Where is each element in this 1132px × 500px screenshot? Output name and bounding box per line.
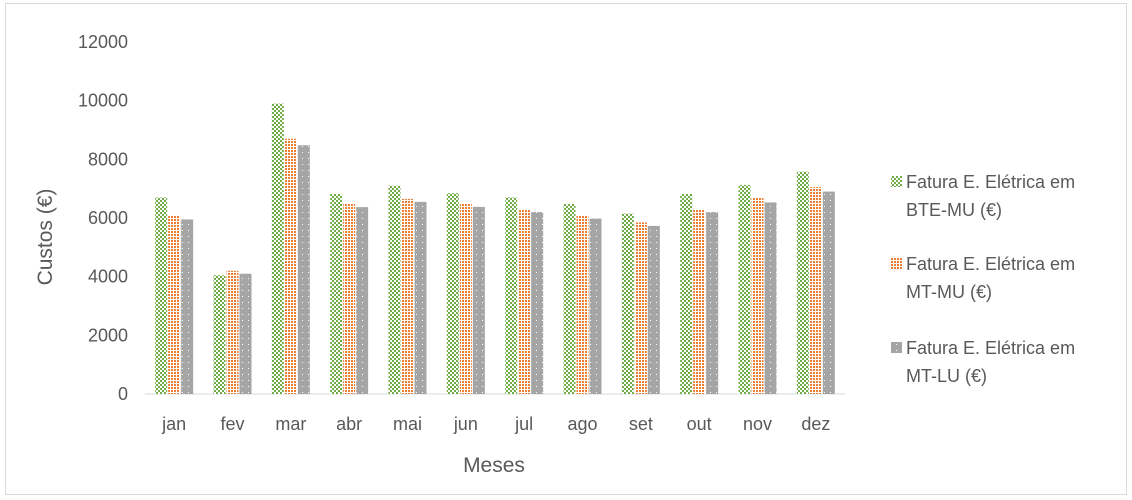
bar-(€)-jun	[472, 206, 485, 394]
bar-(€)-jul	[518, 209, 531, 394]
legend-label-line: BTE-MU (€)	[906, 200, 1002, 220]
legend-swatch	[891, 342, 902, 353]
x-tick-label: jan	[161, 414, 186, 434]
bar-(€)-fev	[213, 275, 226, 394]
legend-label: Fatura E. Elétrica em BTE-MU (€)	[906, 172, 1075, 220]
bar-(€)-jan	[181, 219, 194, 394]
bar-(€)-set	[621, 213, 634, 394]
bar-(€)-jul	[505, 197, 518, 394]
bar-(€)-jan	[155, 197, 168, 394]
bar-(€)-nov	[751, 198, 764, 394]
bar-(€)-fev	[226, 270, 239, 394]
x-tick-label: dez	[801, 414, 830, 434]
bars-group	[155, 103, 835, 394]
bar-(€)-mar	[271, 103, 284, 394]
bar-(€)-out	[680, 193, 693, 394]
bar-(€)-jan	[168, 215, 181, 394]
bar-(€)-jul	[531, 212, 544, 394]
bar-(€)-mai	[388, 185, 401, 394]
bar-(€)-jun	[446, 193, 459, 394]
bar-(€)-abr	[330, 193, 343, 394]
x-tick-label: set	[629, 414, 653, 434]
bar-(€)-mai	[401, 198, 414, 394]
bar-(€)-mar	[297, 145, 310, 394]
y-tick-label: 12000	[78, 32, 128, 52]
x-axis-ticks: jan fev mar abr mai jun jul ago set out nov dez	[161, 414, 830, 434]
legend-item: Fatura E. Elétrica em MT-LU (€)	[891, 338, 1075, 386]
bar-(€)-abr	[343, 203, 356, 394]
bar-(€)-mar	[284, 138, 297, 394]
x-tick-label: ago	[567, 414, 597, 434]
legend-swatch	[891, 176, 902, 187]
y-axis-title: Custos (€)	[34, 189, 57, 286]
legend-label: Fatura E. Elétrica em MT-MU (€)	[906, 254, 1075, 302]
x-tick-label: jun	[453, 414, 478, 434]
x-tick-label: jul	[514, 414, 533, 434]
bar-(€)-dez	[822, 191, 835, 394]
bar-(€)-nov	[764, 202, 777, 394]
x-tick-label: abr	[336, 414, 362, 434]
bar-(€)-jun	[459, 203, 472, 394]
legend-swatch	[891, 258, 902, 269]
bar-(€)-ago	[576, 215, 589, 394]
bar-(€)-dez	[809, 187, 822, 394]
legend-label-line: MT-MU (€)	[906, 282, 992, 302]
legend-item: Fatura E. Elétrica em MT-MU (€)	[891, 254, 1075, 302]
legend-label-line: Fatura E. Elétrica em	[906, 172, 1075, 192]
bar-(€)-ago	[563, 203, 576, 394]
bar-(€)-abr	[356, 207, 369, 394]
y-tick-label: 0	[118, 384, 128, 404]
legend-label-line: Fatura E. Elétrica em	[906, 338, 1075, 358]
bar-(€)-ago	[589, 218, 602, 394]
legend-label-line: MT-LU (€)	[906, 366, 987, 386]
y-tick-label: 10000	[78, 91, 128, 111]
x-tick-label: mar	[275, 414, 306, 434]
bar-(€)-set	[647, 225, 660, 394]
x-tick-label: out	[687, 414, 712, 434]
bar-(€)-dez	[796, 171, 809, 394]
bar-(€)-out	[706, 212, 719, 394]
y-axis-ticks: 0 2000 4000 6000 8000 10000 12000	[78, 32, 128, 404]
bar-(€)-nov	[738, 184, 751, 394]
x-axis-title: Meses	[463, 454, 525, 477]
y-tick-label: 2000	[88, 325, 128, 345]
bar-(€)-mai	[414, 201, 427, 394]
y-tick-label: 6000	[88, 208, 128, 228]
legend-label: Fatura E. Elétrica em MT-LU (€)	[906, 338, 1075, 386]
bar-(€)-set	[634, 222, 647, 394]
x-tick-label: mai	[393, 414, 422, 434]
legend: Fatura E. Elétrica em BTE-MU (€)Fatura E.…	[891, 172, 1075, 386]
y-tick-label: 8000	[88, 149, 128, 169]
bar-(€)-out	[693, 209, 706, 394]
legend-label-line: Fatura E. Elétrica em	[906, 254, 1075, 274]
x-tick-label: fev	[220, 414, 244, 434]
x-tick-label: nov	[743, 414, 772, 434]
legend-item: Fatura E. Elétrica em BTE-MU (€)	[891, 172, 1075, 220]
bar-(€)-fev	[239, 273, 252, 394]
y-tick-label: 4000	[88, 267, 128, 287]
